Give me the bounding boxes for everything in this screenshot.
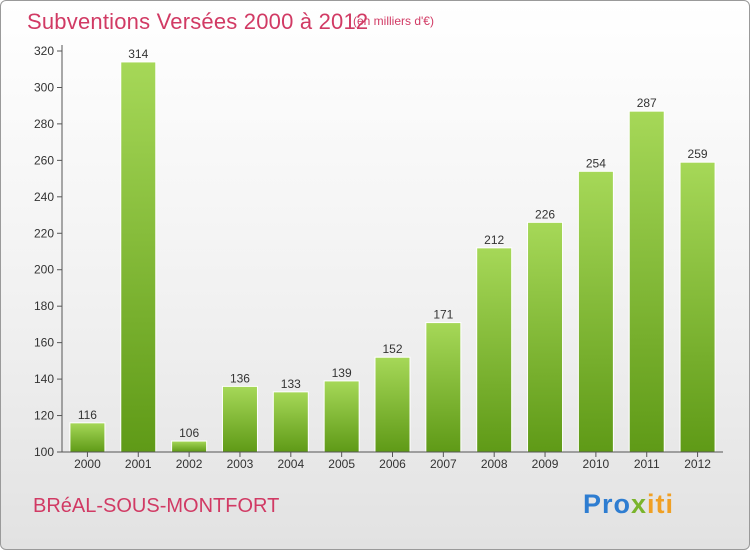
logo-part-3: iti bbox=[647, 489, 675, 519]
x-tick-label: 2006 bbox=[379, 457, 406, 471]
data-label: 171 bbox=[433, 308, 453, 322]
x-tick-label: 2005 bbox=[328, 457, 355, 471]
y-tick-label: 180 bbox=[34, 299, 54, 313]
data-label: 136 bbox=[230, 371, 250, 385]
data-label: 133 bbox=[281, 377, 301, 391]
x-tick-label: 2001 bbox=[125, 457, 152, 471]
bar bbox=[69, 422, 106, 453]
bar bbox=[425, 322, 462, 453]
y-tick-label: 260 bbox=[34, 153, 54, 167]
x-tick-label: 2008 bbox=[481, 457, 508, 471]
y-tick-label: 140 bbox=[34, 372, 54, 386]
x-tick-label: 2009 bbox=[532, 457, 559, 471]
y-tick-label: 280 bbox=[34, 117, 54, 131]
y-tick-label: 220 bbox=[34, 226, 54, 240]
y-tick-label: 160 bbox=[34, 336, 54, 350]
chart-title: Subventions Versées 2000 à 2012 bbox=[27, 9, 369, 34]
data-label: 259 bbox=[688, 147, 708, 161]
y-tick-label: 200 bbox=[34, 263, 54, 277]
bar bbox=[628, 110, 665, 453]
bar bbox=[272, 391, 309, 453]
data-label: 152 bbox=[382, 342, 402, 356]
bar bbox=[679, 161, 716, 453]
bar bbox=[120, 61, 157, 453]
y-tick-label: 240 bbox=[34, 190, 54, 204]
y-tick-label: 320 bbox=[34, 44, 54, 58]
x-tick-label: 2011 bbox=[634, 457, 660, 471]
data-label: 106 bbox=[179, 426, 199, 440]
x-tick-label: 2002 bbox=[176, 457, 203, 471]
data-label: 254 bbox=[586, 156, 606, 170]
y-tick-label: 120 bbox=[34, 409, 54, 423]
bar bbox=[577, 170, 614, 453]
logo-part-1: Pro bbox=[583, 489, 632, 519]
y-tick-label: 300 bbox=[34, 80, 54, 94]
logo-part-2: x bbox=[631, 489, 648, 519]
data-label: 287 bbox=[637, 96, 657, 110]
commune-name: BRéAL-SOUS-MONTFORT bbox=[33, 495, 280, 517]
x-tick-label: 2010 bbox=[583, 457, 610, 471]
data-label: 139 bbox=[332, 366, 352, 380]
y-tick-label: 100 bbox=[34, 445, 54, 459]
x-tick-label: 2000 bbox=[74, 457, 101, 471]
proxiti-logo[interactable]: Proxiti bbox=[583, 489, 674, 520]
data-label: 314 bbox=[128, 47, 148, 61]
bar bbox=[171, 440, 208, 453]
x-tick-label: 2007 bbox=[430, 457, 457, 471]
bar bbox=[374, 356, 411, 453]
data-label: 226 bbox=[535, 207, 555, 221]
chart-subtitle: (en milliers d'€) bbox=[353, 14, 434, 28]
data-label: 116 bbox=[78, 408, 97, 422]
bar bbox=[221, 385, 258, 453]
x-tick-label: 2004 bbox=[277, 457, 304, 471]
x-tick-label: 2003 bbox=[227, 457, 254, 471]
bar bbox=[323, 380, 360, 453]
bar bbox=[476, 247, 513, 453]
bar bbox=[527, 221, 564, 453]
x-tick-label: 2012 bbox=[684, 457, 711, 471]
data-label: 212 bbox=[484, 233, 504, 247]
